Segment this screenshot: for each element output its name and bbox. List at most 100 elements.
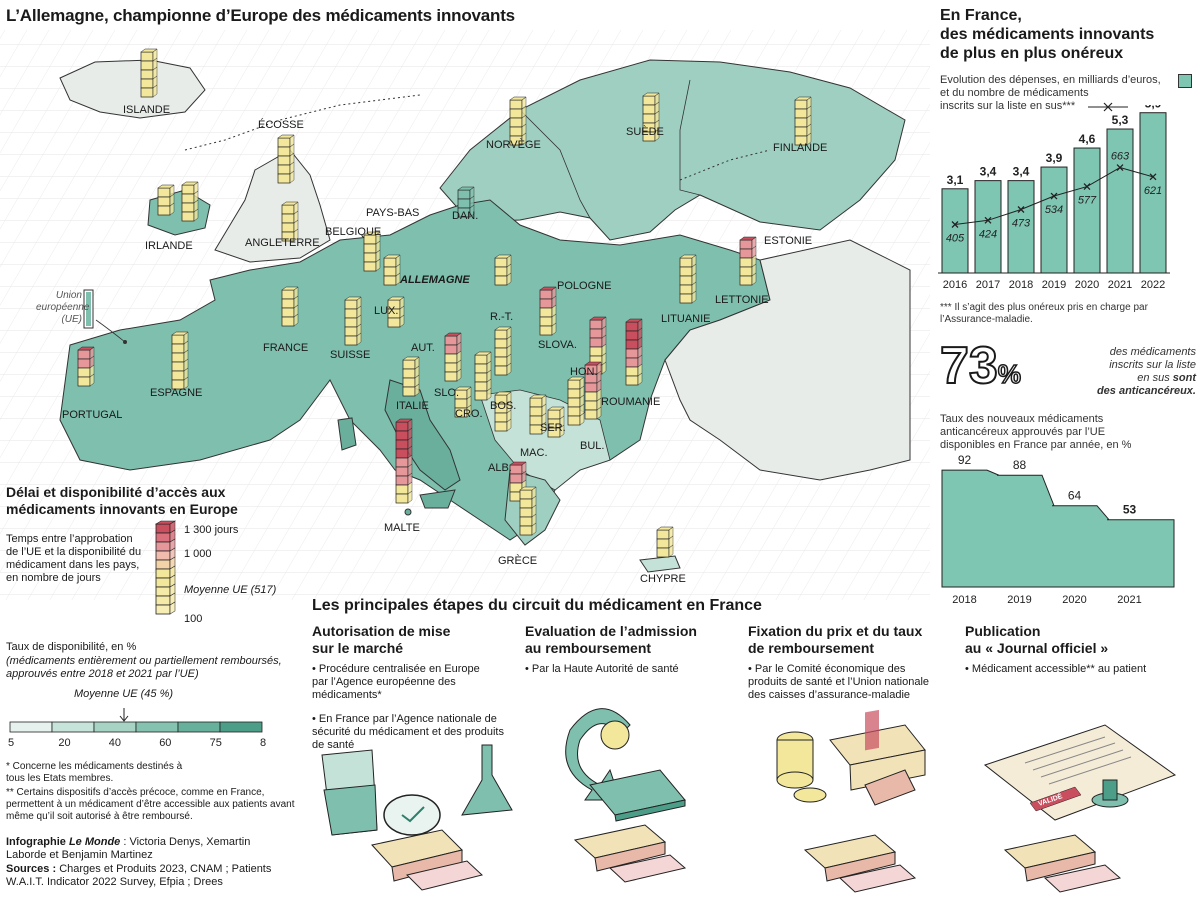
bar-value-2021: 5,3 bbox=[1112, 113, 1129, 127]
line-legend-symbol bbox=[1088, 102, 1128, 112]
malta-shape bbox=[404, 508, 412, 516]
steps-title: Les principales étapes du circuit du méd… bbox=[312, 597, 762, 614]
area-value-2019: 88 bbox=[1013, 458, 1027, 472]
legend-rate-desc: (médicaments entièrement ou partiellemen… bbox=[6, 655, 282, 680]
legend-tower bbox=[154, 520, 177, 615]
scale-swatch-40 bbox=[93, 721, 137, 733]
label-chypre: CHYPRE bbox=[640, 573, 686, 585]
official-document-icon bbox=[983, 724, 1177, 821]
france-title-l2: des médicaments innovants bbox=[940, 26, 1155, 43]
pct-text-a: des médicaments bbox=[1109, 346, 1196, 358]
count-marker-2019 bbox=[1050, 192, 1058, 200]
country-tower bbox=[739, 236, 757, 286]
big-percent-value: 73 bbox=[939, 337, 999, 395]
step2-illustration bbox=[565, 708, 687, 883]
bar-value-2019: 3,9 bbox=[1046, 151, 1063, 165]
label-islande: ISLANDE bbox=[123, 104, 171, 116]
france-bar-legend: Evolution des dépenses, en milliards d’e… bbox=[940, 74, 1161, 86]
scale-swatch-75 bbox=[177, 721, 221, 733]
legend-rate-title: Taux de disponibilité, en % bbox=[6, 641, 137, 653]
label-slova: SLOVA. bbox=[538, 339, 577, 351]
step3-title-b: de remboursement bbox=[748, 640, 875, 656]
label-france: FRANCE bbox=[263, 342, 309, 354]
bar-xlabel-2022: 2022 bbox=[1141, 279, 1165, 291]
scale-swatch-88 bbox=[219, 721, 263, 733]
scale-label-75: 75 bbox=[210, 737, 222, 749]
rubber-stamp-icon bbox=[1091, 779, 1129, 808]
pill-blister-icon bbox=[406, 860, 484, 891]
flask-icon bbox=[461, 744, 513, 816]
country-tower bbox=[679, 254, 697, 304]
country-tower bbox=[363, 231, 381, 272]
country-tower bbox=[383, 254, 401, 286]
eu-legend-swatch-fill bbox=[86, 292, 91, 326]
area-value-2020: 64 bbox=[1068, 489, 1082, 503]
label-italie: ITALIE bbox=[396, 400, 429, 412]
label-suisse: SUISSE bbox=[330, 349, 371, 361]
label-portugal: PORTUGAL bbox=[62, 409, 123, 421]
pct-text-c: en sus bbox=[1137, 372, 1170, 384]
country-tower bbox=[584, 361, 602, 420]
refresh-arrow-icon bbox=[565, 708, 631, 801]
baltic-boundary bbox=[679, 149, 771, 181]
area-title: Taux des nouveaux médicaments anticancér… bbox=[940, 413, 1132, 451]
legend-title: Délai et disponibilité d’accès aux médic… bbox=[6, 484, 238, 517]
scandinavia-shape bbox=[439, 59, 906, 241]
step1-bullet2: • En France par l’Agence nationale de sé… bbox=[312, 713, 504, 751]
label-pologne: POLOGNE bbox=[557, 280, 612, 292]
norway-border bbox=[519, 109, 591, 219]
eu-legend-label: Union européenne (UE) bbox=[36, 290, 90, 325]
country-tower bbox=[387, 296, 405, 328]
bar-2019 bbox=[1040, 166, 1068, 274]
count-label-2021: 663 bbox=[1111, 151, 1130, 163]
step2-title-b: au remboursement bbox=[525, 640, 652, 656]
label-espagne: ESPAGNE bbox=[150, 387, 203, 399]
pct-text-e: des anticancéreux. bbox=[1096, 385, 1196, 397]
country-tower bbox=[539, 286, 557, 336]
label-lituanie: LITUANIE bbox=[661, 313, 711, 325]
legend-days-desc: Temps entre l’approbation de l’UE et la … bbox=[6, 533, 142, 584]
label-lux: LUX. bbox=[374, 305, 399, 317]
label-allemagne: ALLEMAGNE bbox=[400, 274, 470, 286]
note-1: * Concerne les médicaments destinés à to… bbox=[6, 761, 183, 784]
count-label-2018: 473 bbox=[1012, 217, 1031, 229]
pct-text: des médicaments inscrits sur la liste en… bbox=[1070, 346, 1196, 398]
scale-swatch-5 bbox=[9, 721, 53, 733]
bar-2018 bbox=[1007, 180, 1035, 274]
label-grece: GRÈCE bbox=[498, 555, 538, 567]
step4-title-a: Publication bbox=[965, 623, 1041, 639]
label-angleterre: ANGLETERRE bbox=[245, 237, 320, 249]
step4-title: Publication au « Journal officiel » bbox=[965, 623, 1108, 657]
country-tower bbox=[402, 356, 420, 397]
pct-text-d: sont bbox=[1172, 372, 1196, 384]
step1-title: Autorisation de mise sur le marché bbox=[312, 623, 450, 657]
country-tower bbox=[474, 351, 492, 401]
area-xlabel-2021: 2021 bbox=[1117, 594, 1141, 606]
legend-rate-scale: 5 20 40 60 75 88 bbox=[8, 708, 266, 749]
east-non-eu bbox=[664, 239, 911, 481]
bar-2022 bbox=[1139, 112, 1167, 274]
credit-label: Infographie bbox=[6, 836, 66, 848]
label-irlande: IRLANDE bbox=[145, 240, 193, 252]
area-xlabel-2018: 2018 bbox=[952, 594, 976, 606]
step2-bullet1: • Par la Haute Autorité de santé bbox=[525, 663, 679, 675]
step3-bullet1: • Par le Comité économique des produits … bbox=[748, 663, 930, 701]
country-tower bbox=[281, 286, 299, 327]
label-estonie: ESTONIE bbox=[764, 235, 813, 247]
country-tower bbox=[494, 254, 512, 286]
label-belgique: BELGIQUE bbox=[325, 226, 382, 238]
country-tower bbox=[444, 332, 462, 382]
label-dan: DAN. bbox=[452, 210, 479, 222]
label-cro: CRO. bbox=[455, 408, 483, 420]
label-ecosse: ÉCOSSE bbox=[258, 119, 304, 131]
bar-xlabel-2020: 2020 bbox=[1075, 279, 1099, 291]
legend-tower-cube bbox=[155, 568, 171, 579]
label-mac: MAC. bbox=[520, 447, 548, 459]
count-marker-2016 bbox=[951, 221, 959, 228]
france-title-l1: En France, bbox=[940, 7, 1022, 24]
europe-map bbox=[0, 30, 930, 600]
magnifier-icon bbox=[383, 794, 441, 836]
coin-icon bbox=[600, 720, 630, 750]
country-tower bbox=[625, 318, 643, 386]
eu-legend-dot bbox=[123, 340, 127, 344]
